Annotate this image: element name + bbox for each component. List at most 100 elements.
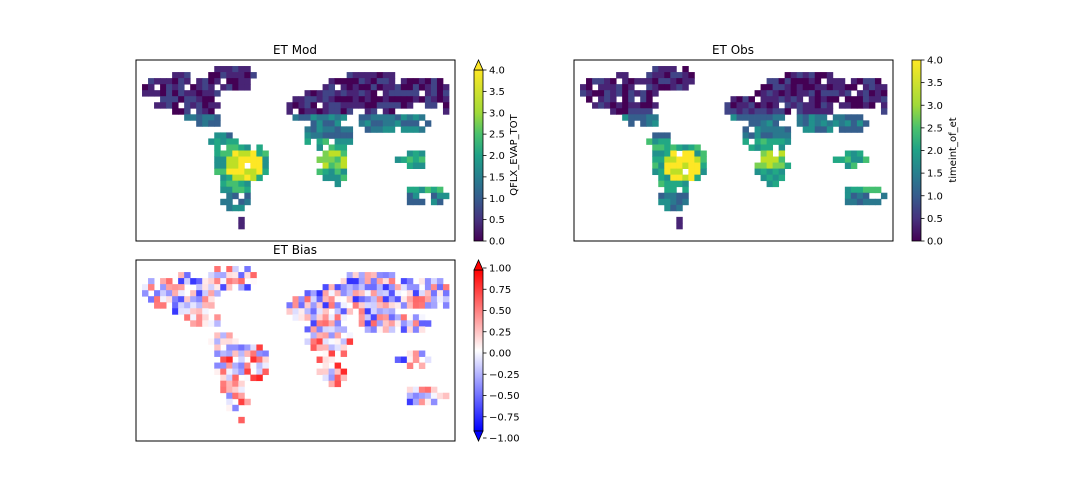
heatmap-cell bbox=[316, 368, 323, 376]
heatmap-cell bbox=[184, 96, 191, 103]
heatmap-cell bbox=[406, 314, 414, 321]
heatmap-cell bbox=[346, 308, 354, 315]
heatmap-cell bbox=[358, 302, 366, 309]
heatmap-cell bbox=[772, 132, 780, 139]
heatmap-cell bbox=[418, 320, 426, 327]
heatmap-cell bbox=[406, 386, 414, 394]
heatmap-cell bbox=[862, 84, 870, 91]
heatmap-cell bbox=[196, 114, 203, 121]
heatmap-cell bbox=[628, 78, 635, 85]
heatmap-cell bbox=[220, 368, 227, 376]
heatmap-cell bbox=[310, 108, 317, 115]
heatmap-cell bbox=[334, 374, 342, 382]
heatmap-cell bbox=[586, 78, 593, 85]
heatmap-cell bbox=[400, 84, 408, 91]
heatmap-cell bbox=[250, 272, 257, 279]
heatmap-cell bbox=[208, 96, 215, 103]
heatmap-cell bbox=[304, 96, 311, 103]
heatmap-cell bbox=[322, 168, 329, 176]
heatmap-cell bbox=[196, 120, 203, 127]
heatmap-cell bbox=[232, 144, 239, 151]
heatmap-cell bbox=[406, 186, 414, 194]
heatmap-cell bbox=[322, 84, 329, 91]
heatmap-cell bbox=[244, 150, 251, 157]
heatmap-cell bbox=[172, 96, 179, 103]
heatmap-cell bbox=[808, 84, 816, 91]
heatmap-cell bbox=[844, 84, 852, 91]
heatmap-cell bbox=[154, 296, 161, 303]
heatmap-cell bbox=[316, 314, 323, 321]
heatmap-cell bbox=[214, 278, 221, 285]
heatmap-cell bbox=[328, 320, 336, 327]
heatmap-cell bbox=[244, 272, 251, 279]
heatmap-cell bbox=[220, 84, 227, 91]
heatmap-cell bbox=[220, 374, 227, 382]
heatmap-cell bbox=[778, 132, 786, 139]
heatmap-cell bbox=[226, 132, 233, 139]
heatmap-cell bbox=[220, 338, 227, 345]
heatmap-cell bbox=[376, 290, 384, 297]
heatmap-cell bbox=[856, 96, 864, 103]
heatmap-cell bbox=[292, 114, 299, 121]
heatmap-cell bbox=[778, 144, 786, 151]
heatmap-cell bbox=[328, 296, 336, 303]
heatmap-cell bbox=[802, 90, 810, 97]
heatmap-cell bbox=[670, 162, 677, 169]
heatmap-cell bbox=[646, 102, 653, 109]
heatmap-cell bbox=[868, 78, 876, 85]
heatmap-cell bbox=[772, 120, 780, 127]
heatmap-cell bbox=[826, 90, 834, 97]
heatmap-cell bbox=[436, 278, 444, 285]
heatmap-cell bbox=[820, 102, 828, 109]
heatmap-cell bbox=[352, 302, 360, 309]
heatmap-cell bbox=[256, 374, 263, 382]
heatmap-cell bbox=[244, 344, 251, 351]
heatmap-cell bbox=[766, 90, 774, 97]
heatmap-cell bbox=[334, 90, 342, 97]
colorbar-tick-label: 0.25 bbox=[489, 327, 511, 338]
heatmap-cell bbox=[328, 332, 336, 339]
heatmap-cell bbox=[754, 114, 761, 121]
heatmap-cell bbox=[844, 192, 852, 200]
heatmap-cell bbox=[238, 386, 245, 394]
heatmap-cell bbox=[676, 174, 683, 182]
heatmap-cell bbox=[766, 84, 774, 91]
heatmap-cell bbox=[364, 326, 372, 333]
heatmap-cell bbox=[730, 114, 737, 121]
heatmap-cell bbox=[862, 96, 870, 103]
heatmap-cell bbox=[328, 150, 336, 157]
heatmap-cell bbox=[604, 78, 611, 85]
heatmap-cell bbox=[172, 308, 179, 315]
heatmap-cell bbox=[766, 138, 774, 145]
heatmap-cell bbox=[634, 102, 641, 109]
heatmap-cell bbox=[646, 90, 653, 97]
heatmap-cell bbox=[862, 78, 870, 85]
heatmap-cell bbox=[826, 126, 834, 133]
heatmap-cell bbox=[412, 326, 420, 333]
heatmap-cell bbox=[772, 102, 780, 109]
heatmap-cell bbox=[850, 102, 858, 109]
heatmap-cell bbox=[376, 84, 384, 91]
heatmap-cell bbox=[226, 180, 233, 188]
heatmap-cell bbox=[646, 72, 653, 79]
heatmap-cell bbox=[796, 84, 804, 91]
heatmap-cell bbox=[328, 108, 336, 115]
heatmap-cell bbox=[376, 114, 384, 121]
heatmap-cell bbox=[238, 216, 245, 224]
heatmap-cell bbox=[424, 78, 432, 85]
heatmap-cell bbox=[238, 344, 245, 351]
heatmap-cell bbox=[328, 96, 336, 103]
heatmap-cell bbox=[430, 90, 438, 97]
heatmap-cell bbox=[322, 302, 329, 309]
heatmap-cell bbox=[442, 96, 450, 103]
heatmap-cell bbox=[406, 102, 414, 109]
heatmap-cell bbox=[238, 380, 245, 388]
heatmap-cell bbox=[676, 222, 683, 230]
heatmap-cell bbox=[238, 150, 245, 157]
plot-frame bbox=[135, 259, 456, 442]
heatmap-cell bbox=[394, 296, 402, 303]
colorbar-tick-label: 0.0 bbox=[489, 237, 505, 248]
heatmap-cell bbox=[790, 72, 798, 79]
heatmap-cell bbox=[412, 156, 420, 163]
heatmap-cell bbox=[754, 90, 761, 97]
